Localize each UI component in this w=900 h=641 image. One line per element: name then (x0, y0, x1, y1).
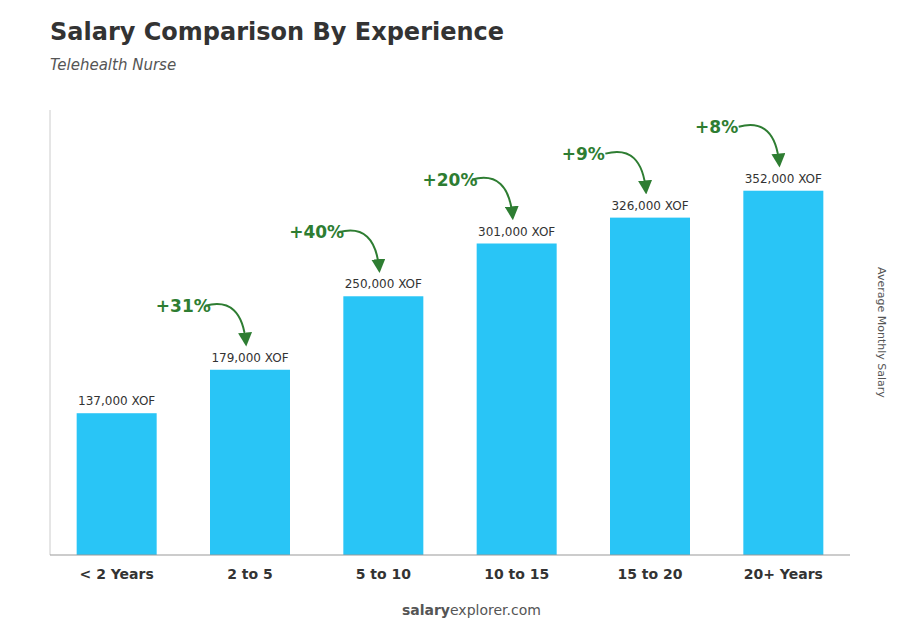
title: Salary Comparison By Experience (50, 18, 504, 46)
watermark-regular: explorer.com (450, 602, 541, 618)
bars (77, 191, 824, 555)
bar (343, 296, 423, 555)
y-axis-line (50, 110, 51, 555)
data-label: 352,000 XOF (745, 172, 822, 186)
data-label: 250,000 XOF (345, 277, 422, 291)
pct-arrow (205, 304, 246, 344)
watermark-bold: salary (402, 602, 450, 618)
pct-annotation: +31% (156, 296, 211, 316)
x-axis-line (50, 555, 850, 556)
subtitle: Telehealth Nurse (50, 56, 176, 74)
x-tick-label: 2 to 5 (227, 566, 273, 582)
bar (743, 191, 823, 555)
chart: Salary Comparison By Experience Telehealt… (0, 0, 900, 641)
pct-annotation: +9% (562, 144, 605, 164)
data-label: 179,000 XOF (211, 351, 288, 365)
data-label: 301,000 XOF (478, 225, 555, 239)
pct-annotation: +40% (289, 222, 344, 242)
x-tick-label: 20+ Years (744, 566, 823, 582)
pct-arrow (605, 152, 646, 192)
bar (210, 370, 290, 555)
pct-arrow (339, 231, 380, 271)
data-label: 137,000 XOF (78, 394, 155, 408)
y-axis-label: Average Monthly Salary (875, 267, 888, 398)
x-tick-label: 15 to 20 (617, 566, 682, 582)
bar (610, 218, 690, 555)
pct-arrow (472, 178, 513, 218)
data-label: 326,000 XOF (611, 199, 688, 213)
bar (77, 413, 157, 555)
pct-annotation: +8% (695, 117, 738, 137)
chart-container: Salary Comparison By Experience Telehealt… (0, 0, 900, 641)
x-tick-label: 5 to 10 (356, 566, 412, 582)
x-tick-label: 10 to 15 (484, 566, 549, 582)
pct-annotation: +20% (423, 170, 478, 190)
pct-arrow (739, 125, 780, 165)
x-tick-label: < 2 Years (80, 566, 154, 582)
bar (477, 244, 557, 556)
